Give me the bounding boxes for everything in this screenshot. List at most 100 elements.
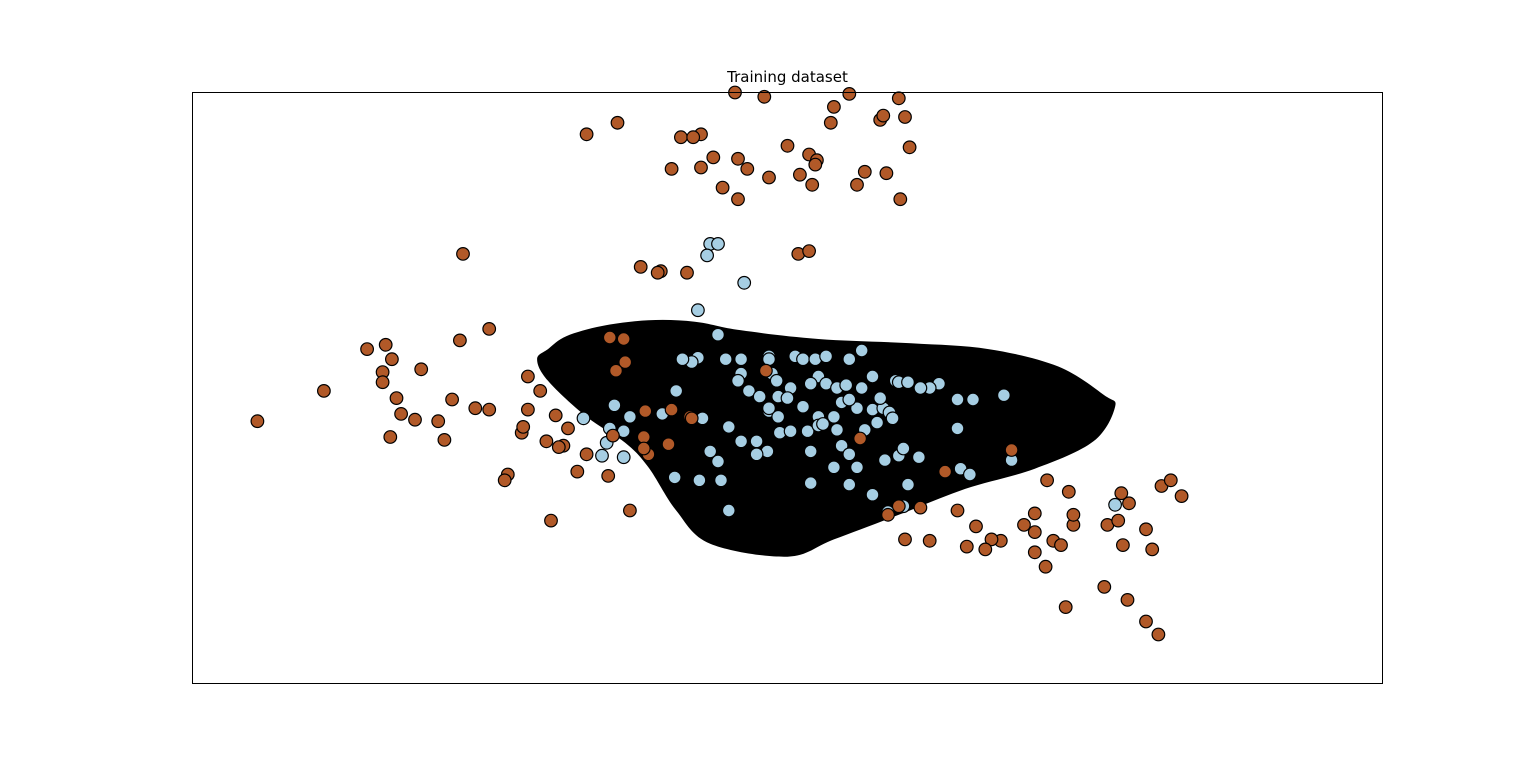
data-point-class-1	[950, 503, 965, 518]
data-point-class-0	[870, 415, 884, 430]
data-point-class-1	[759, 363, 773, 378]
data-point-class-1	[360, 342, 375, 357]
data-point-class-0	[721, 420, 736, 434]
data-point-class-0	[803, 476, 818, 491]
data-point-class-0	[878, 453, 892, 468]
data-point-class-1	[414, 362, 429, 377]
data-point-class-0	[718, 352, 733, 367]
data-point-class-1	[984, 532, 999, 547]
data-point-class-1	[1114, 486, 1129, 501]
data-point-class-1	[876, 108, 891, 123]
data-point-class-1	[521, 402, 535, 417]
data-point-class-1	[891, 499, 906, 514]
data-point-class-1	[468, 401, 483, 416]
data-point-class-1	[636, 441, 651, 456]
data-point-class-1	[1120, 593, 1135, 607]
data-point-class-1	[1151, 627, 1166, 642]
data-point-class-0	[675, 352, 690, 367]
data-point-class-0	[737, 275, 752, 290]
data-point-class-1	[431, 414, 446, 429]
data-point-class-0	[691, 303, 705, 318]
data-point-class-1	[1058, 600, 1073, 614]
data-point-class-1	[686, 130, 701, 145]
data-point-class-1	[978, 542, 993, 557]
data-point-class-0	[796, 399, 810, 414]
data-point-class-1	[850, 177, 864, 192]
data-point-class-0	[780, 391, 795, 406]
data-point-class-0	[711, 236, 725, 251]
data-point-class-0	[842, 392, 857, 407]
data-point-class-1	[638, 404, 653, 419]
data-point-class-0	[873, 391, 888, 406]
data-point-class-0	[721, 503, 736, 518]
data-points-layer	[250, 85, 1189, 642]
data-point-class-1	[969, 519, 983, 534]
data-point-class-1	[579, 447, 594, 462]
data-point-class-0	[749, 447, 764, 462]
data-point-class-0	[854, 381, 869, 395]
data-point-class-1	[827, 99, 841, 114]
data-point-class-1	[898, 110, 912, 124]
data-point-class-1	[706, 150, 721, 165]
data-point-class-0	[734, 434, 748, 449]
data-point-class-0	[669, 384, 684, 398]
data-point-class-0	[834, 438, 849, 453]
data-point-class-0	[827, 409, 841, 424]
data-point-class-1	[898, 532, 912, 547]
data-point-class-0	[901, 375, 915, 390]
data-point-class-1	[579, 127, 594, 142]
data-point-class-1	[544, 513, 558, 528]
data-point-class-0	[667, 470, 682, 485]
data-point-class-1	[1097, 580, 1112, 594]
data-point-class-1	[731, 192, 745, 207]
data-point-class-1	[633, 260, 648, 274]
data-point-class-0	[885, 411, 900, 426]
data-point-class-1	[250, 414, 265, 429]
data-point-class-1	[680, 265, 694, 280]
data-point-class-0	[734, 352, 748, 367]
data-point-class-0	[842, 352, 857, 367]
data-point-class-0	[714, 473, 728, 488]
data-point-class-0	[803, 376, 818, 391]
data-point-class-0	[896, 441, 911, 456]
data-point-class-1	[445, 392, 460, 407]
data-point-class-1	[664, 161, 679, 176]
data-point-class-0	[783, 424, 798, 439]
data-point-class-0	[607, 398, 622, 413]
data-point-class-1	[609, 363, 623, 378]
data-point-class-0	[769, 373, 784, 388]
data-point-class-1	[606, 428, 620, 443]
data-point-class-1	[664, 402, 679, 417]
data-point-class-1	[601, 469, 616, 483]
data-point-class-0	[803, 444, 818, 459]
data-point-class-1	[456, 246, 470, 261]
data-point-class-1	[881, 507, 895, 522]
data-point-class-0	[865, 487, 880, 502]
data-point-class-1	[533, 384, 548, 398]
data-point-class-1	[610, 115, 625, 130]
data-point-class-0	[850, 401, 864, 416]
data-point-class-1	[879, 166, 894, 181]
data-point-class-1	[551, 440, 566, 455]
plot-frame	[192, 92, 1383, 684]
data-point-class-1	[602, 330, 617, 345]
data-point-class-1	[893, 192, 908, 207]
data-point-class-1	[539, 434, 554, 449]
data-point-class-1	[762, 170, 776, 185]
data-point-class-1	[842, 86, 857, 101]
data-point-class-1	[1027, 545, 1042, 560]
data-point-class-0	[771, 409, 786, 424]
data-point-class-0	[711, 454, 725, 469]
data-point-class-1	[731, 151, 745, 166]
data-point-class-1	[1061, 484, 1076, 499]
data-point-class-0	[1108, 497, 1122, 512]
data-point-class-0	[692, 473, 707, 488]
data-point-class-1	[1139, 522, 1153, 537]
data-point-class-1	[802, 244, 816, 259]
data-point-class-1	[1027, 506, 1042, 521]
data-point-class-1	[385, 352, 399, 367]
data-point-class-1	[1054, 538, 1068, 552]
data-point-class-1	[1115, 538, 1130, 552]
data-point-class-1	[1139, 614, 1153, 629]
data-point-class-0	[912, 450, 926, 465]
